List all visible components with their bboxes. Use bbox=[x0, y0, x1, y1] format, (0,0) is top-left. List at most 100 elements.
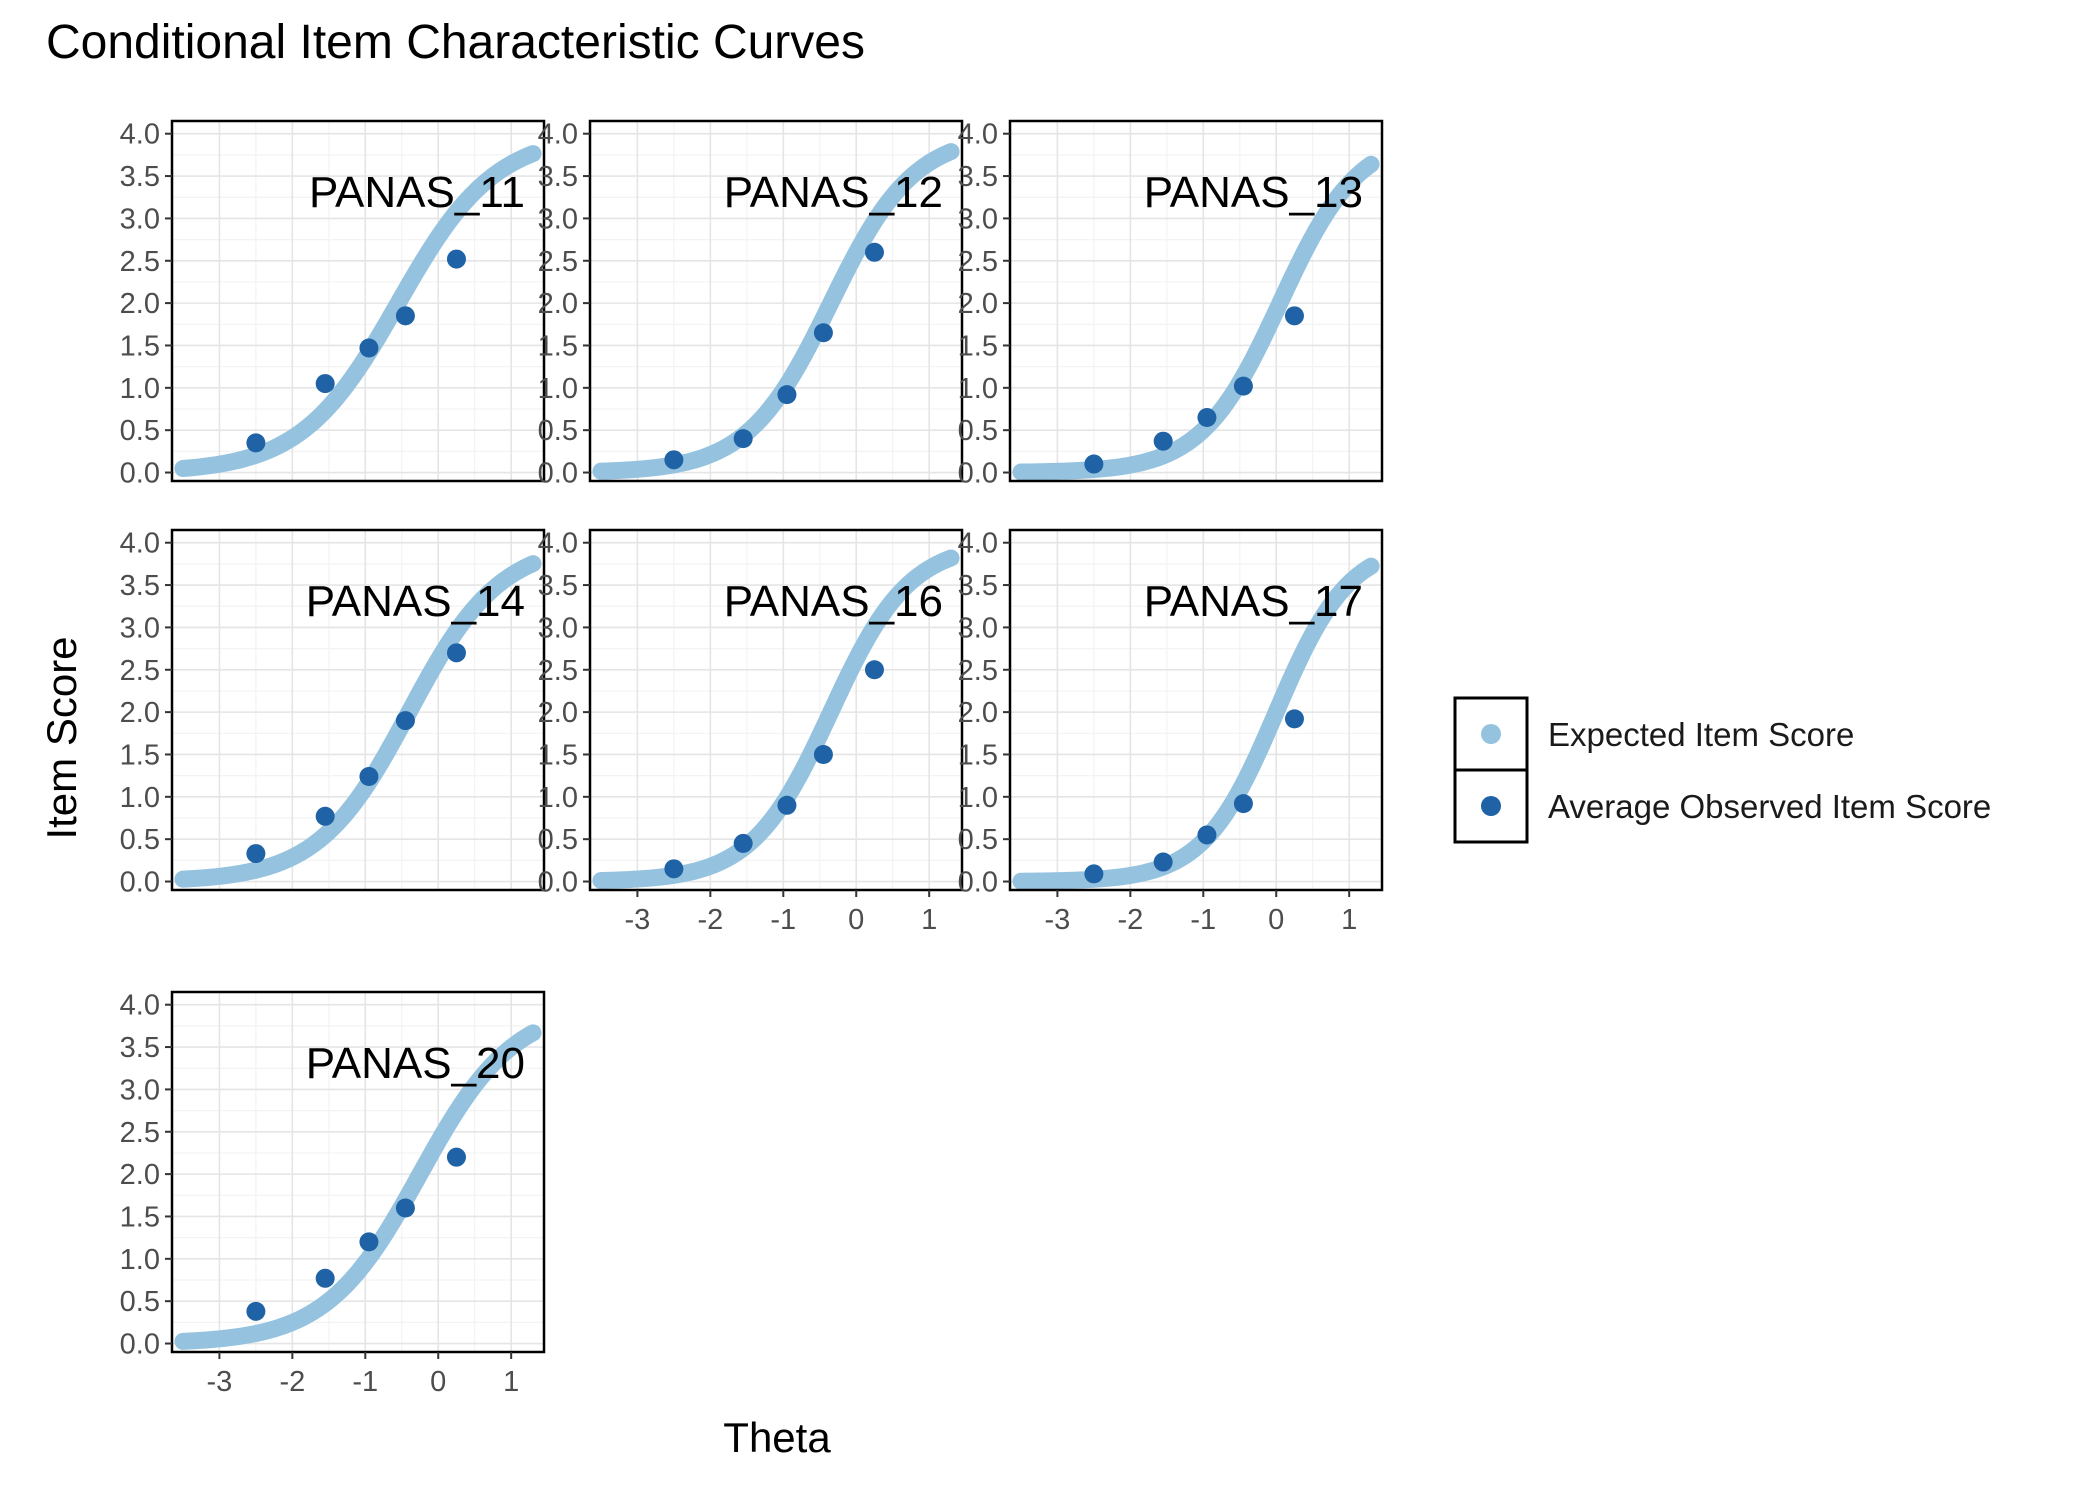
y-tick-label: 1.0 bbox=[120, 373, 160, 405]
observed-item-score-point bbox=[1233, 376, 1253, 396]
x-tick-label: 0 bbox=[430, 1366, 446, 1398]
panel-background bbox=[1010, 121, 1382, 481]
observed-item-score-point bbox=[315, 374, 335, 394]
observed-item-score-point bbox=[359, 338, 379, 358]
y-tick-label: 4.0 bbox=[958, 119, 998, 151]
y-tick-label: 0.0 bbox=[538, 458, 578, 490]
y-tick-label: 2.0 bbox=[538, 697, 578, 729]
y-tick-label: 1.5 bbox=[120, 330, 160, 362]
panel-border bbox=[1008, 119, 1384, 483]
x-tick-label: 0 bbox=[848, 904, 864, 936]
observed-item-score-point bbox=[733, 429, 753, 449]
panel-label: PANAS_13 bbox=[1144, 168, 1363, 217]
chart-title: Conditional Item Characteristic Curves bbox=[46, 16, 865, 69]
observed-item-score-point bbox=[395, 306, 415, 326]
y-tick-label: 3.0 bbox=[120, 203, 160, 235]
y-tick-label: 3.5 bbox=[538, 570, 578, 602]
x-tick-label: -1 bbox=[352, 1366, 378, 1398]
y-tick-label: 0.5 bbox=[958, 415, 998, 447]
y-tick-label: 4.0 bbox=[120, 119, 160, 151]
y-tick-label: 0.5 bbox=[538, 824, 578, 856]
observed-item-score-point bbox=[446, 249, 466, 269]
observed-item-score-point bbox=[777, 385, 797, 405]
observed-item-score-point bbox=[664, 450, 684, 470]
y-axis-label: Item Score bbox=[38, 636, 85, 839]
y-tick-label: 2.5 bbox=[958, 655, 998, 687]
legend-label-expected: Expected Item Score bbox=[1548, 716, 1854, 753]
legend-swatch-expected bbox=[1481, 724, 1501, 744]
observed-item-score-point bbox=[1084, 454, 1104, 474]
panel-PANAS_12: PANAS_12 0.0 0.5 1.0 1.5 2.0 2.5 3.0 3.5 4.0 bbox=[538, 119, 964, 490]
panel-border bbox=[1008, 528, 1384, 892]
y-tick-label: 0.0 bbox=[120, 867, 160, 899]
observed-item-score-point bbox=[395, 1198, 415, 1218]
x-axis-label: Theta bbox=[723, 1414, 831, 1461]
expected-item-score-curve bbox=[174, 145, 542, 478]
y-tick-label: 2.5 bbox=[120, 1117, 160, 1149]
observed-item-score-point bbox=[864, 242, 884, 262]
observed-item-score-point bbox=[664, 859, 684, 879]
y-tick-label: 0.5 bbox=[958, 824, 998, 856]
y-tick-label: 0.5 bbox=[120, 415, 160, 447]
x-tick-label: -3 bbox=[625, 904, 651, 936]
observed-item-score-point bbox=[1233, 794, 1253, 814]
panel-label: PANAS_17 bbox=[1144, 577, 1363, 626]
x-tick-label: -3 bbox=[1045, 904, 1071, 936]
observed-item-score-point bbox=[813, 744, 833, 764]
y-tick-label: 0.0 bbox=[538, 867, 578, 899]
y-tick-label: 2.5 bbox=[120, 246, 160, 278]
observed-item-score-point bbox=[864, 660, 884, 680]
observed-item-score-point bbox=[359, 766, 379, 786]
x-tick-label: -2 bbox=[1117, 904, 1143, 936]
x-tick-label: -2 bbox=[279, 1366, 305, 1398]
observed-item-score-point bbox=[246, 433, 266, 453]
panel-PANAS_14: PANAS_14 0.0 0.5 1.0 1.5 2.0 2.5 3.0 3.5 4.0 bbox=[120, 528, 546, 899]
panel-label: PANAS_20 bbox=[306, 1039, 525, 1088]
expected-item-score-curve bbox=[1012, 557, 1380, 890]
y-tick-label: 3.5 bbox=[958, 161, 998, 193]
y-tick-label: 4.0 bbox=[538, 119, 578, 151]
y-tick-label: 0.5 bbox=[538, 415, 578, 447]
observed-item-score-point bbox=[1284, 709, 1304, 729]
observed-item-score-point bbox=[395, 711, 415, 731]
y-tick-label: 3.5 bbox=[120, 161, 160, 193]
y-tick-label: 3.0 bbox=[120, 1074, 160, 1106]
y-tick-label: 1.5 bbox=[538, 330, 578, 362]
panel-border bbox=[170, 990, 546, 1354]
y-tick-label: 1.0 bbox=[120, 782, 160, 814]
y-tick-label: 2.0 bbox=[958, 697, 998, 729]
observed-item-score-point bbox=[315, 806, 335, 826]
legend-label-observed: Average Observed Item Score bbox=[1548, 788, 1991, 825]
observed-item-score-point bbox=[777, 795, 797, 815]
panel-PANAS_13: PANAS_13 0.0 0.5 1.0 1.5 2.0 2.5 3.0 3.5 4.0 bbox=[958, 119, 1384, 490]
observed-item-score-point bbox=[813, 323, 833, 343]
y-tick-label: 1.5 bbox=[958, 739, 998, 771]
panel-border bbox=[170, 119, 546, 483]
y-tick-label: 3.0 bbox=[538, 203, 578, 235]
y-tick-label: 3.0 bbox=[538, 612, 578, 644]
panel-border bbox=[588, 528, 964, 892]
y-tick-label: 3.5 bbox=[120, 1032, 160, 1064]
expected-item-score-curve bbox=[174, 555, 542, 888]
y-tick-label: 1.0 bbox=[120, 1244, 160, 1276]
panel-border bbox=[588, 119, 964, 483]
panel-PANAS_17: PANAS_17 0.0 0.5 1.0 1.5 2.0 2.5 3.0 3.5 4.0 -3 -2 -… bbox=[958, 528, 1384, 936]
x-tick-label: 1 bbox=[503, 1366, 519, 1398]
expected-item-score-curve bbox=[592, 549, 960, 890]
y-tick-label: 2.0 bbox=[958, 288, 998, 320]
panel-label: PANAS_12 bbox=[724, 168, 943, 217]
y-tick-label: 1.0 bbox=[538, 782, 578, 814]
y-tick-label: 1.5 bbox=[958, 330, 998, 362]
panel-background bbox=[172, 992, 544, 1352]
observed-item-score-point bbox=[1153, 852, 1173, 872]
observed-item-score-point bbox=[315, 1268, 335, 1288]
x-tick-label: 1 bbox=[921, 904, 937, 936]
y-tick-label: 0.0 bbox=[958, 867, 998, 899]
y-tick-label: 2.5 bbox=[538, 246, 578, 278]
x-tick-label: -1 bbox=[770, 904, 796, 936]
observed-item-score-point bbox=[446, 643, 466, 663]
y-tick-label: 2.0 bbox=[120, 1159, 160, 1191]
y-tick-label: 3.5 bbox=[958, 570, 998, 602]
x-tick-label: -1 bbox=[1190, 904, 1216, 936]
